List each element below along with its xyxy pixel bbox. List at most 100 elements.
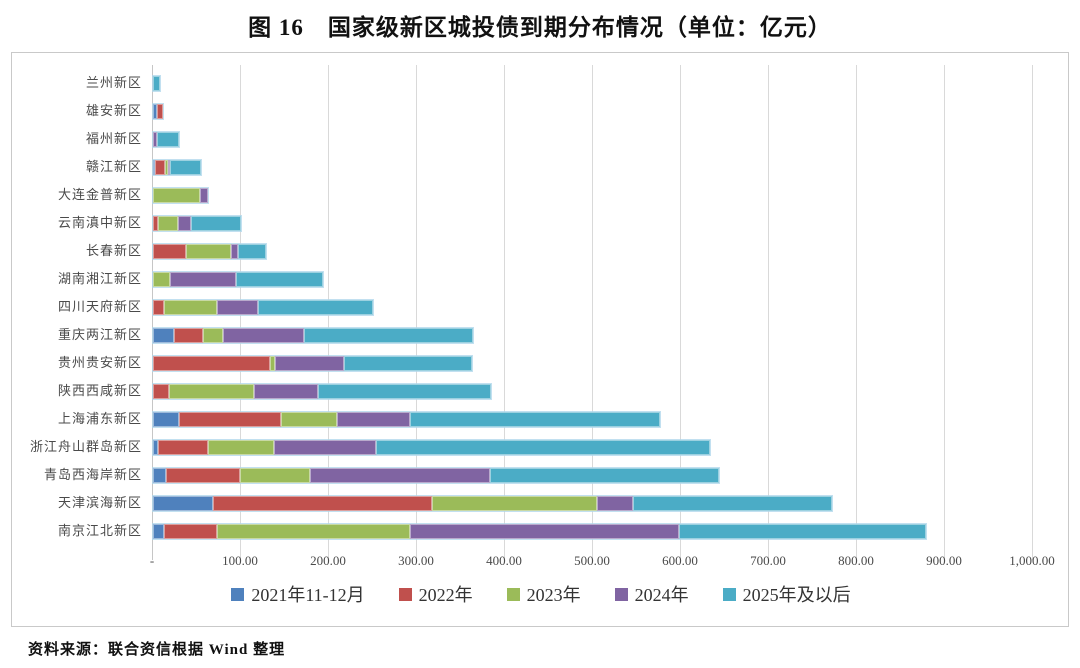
- category-label: 南京江北新区: [57, 523, 142, 538]
- legend-swatch-icon: [398, 587, 412, 601]
- legend-item: 2025年及以后: [722, 581, 851, 607]
- bar-row: 重庆两江新区: [58, 321, 1032, 349]
- plot-area: 兰州新区 雄安新区 福州新区 赣江新区 大连金普新区 云南滇中新区 长春新区 湖南湘江新区 四川…: [30, 65, 1033, 560]
- bar-row: 浙江舟山群岛新区: [30, 433, 1032, 461]
- category-label: 湖南湘江新区: [57, 271, 142, 286]
- bar-segment: [153, 384, 169, 399]
- bar-segment: [217, 524, 410, 539]
- bar-row: 天津滨海新区: [58, 489, 1032, 517]
- stacked-bar: [151, 75, 162, 92]
- x-tick-label: 1,000.00: [1009, 553, 1055, 568]
- gridline: [592, 65, 593, 560]
- bar-segment: [409, 524, 680, 539]
- category-label: 大连金普新区: [57, 187, 142, 202]
- bar-row: 青岛西海岸新区: [44, 461, 1032, 489]
- bar-segment: [207, 440, 274, 455]
- bar-segment: [153, 244, 187, 259]
- bar-segment: [153, 496, 213, 511]
- x-tick-label: 700.00: [750, 553, 786, 568]
- bar-segment: [304, 328, 474, 343]
- bar-segment: [153, 160, 155, 175]
- bar-segment: [257, 300, 373, 315]
- gridline: [768, 65, 769, 560]
- bar-segment: [153, 272, 170, 287]
- legend-label: 2021年11-12月: [251, 585, 365, 605]
- bar-segment: [153, 76, 161, 91]
- stacked-bar: [152, 439, 711, 456]
- bar-row: 上海浦东新区: [58, 405, 1032, 433]
- gridline: [680, 65, 681, 560]
- legend-item: 2024年: [614, 581, 689, 607]
- stacked-bar: [151, 327, 475, 344]
- legend-item: 2022年: [398, 581, 473, 607]
- bar-segment: [431, 496, 598, 511]
- stacked-bar: [151, 355, 474, 372]
- bar-segment: [158, 216, 178, 231]
- chart-area: 兰州新区 雄安新区 福州新区 赣江新区 大连金普新区 云南滇中新区 长春新区 湖南湘江新区 四川…: [11, 52, 1069, 627]
- bar-segment: [270, 356, 276, 371]
- category-label: 青岛西海岸新区: [43, 467, 142, 482]
- bar-segment: [157, 132, 180, 147]
- legend-label: 2024年: [634, 585, 689, 605]
- stacked-bar: [151, 159, 203, 176]
- bar-segment: [169, 160, 202, 175]
- bar-segment: [157, 104, 163, 119]
- bar-segment: [165, 160, 168, 175]
- bar-segment: [275, 356, 344, 371]
- legend-swatch-icon: [614, 587, 628, 601]
- bar-row: 陕西西咸新区: [58, 377, 1032, 405]
- legend-swatch-icon: [506, 587, 520, 601]
- bar-segment: [154, 160, 166, 175]
- bar-segment: [179, 412, 281, 427]
- bar-row: 四川天府新区: [58, 293, 1032, 321]
- bar-segment: [679, 524, 926, 539]
- bar-segment: [280, 412, 337, 427]
- bar-segment: [343, 356, 473, 371]
- category-label: 天津滨海新区: [57, 495, 142, 510]
- bar-segment: [153, 356, 271, 371]
- legend-label: 2022年: [418, 585, 473, 605]
- bar-segment: [153, 412, 180, 427]
- x-axis: - 100.00 200.00 300.00 400.00 500.00 600.00 700…: [149, 553, 1055, 573]
- category-label: 赣江新区: [85, 159, 142, 174]
- category-label: 云南滇中新区: [57, 215, 142, 230]
- bar-segment: [310, 468, 490, 483]
- gridline: [416, 65, 417, 560]
- bar-segment: [632, 496, 833, 511]
- x-tick-label: -: [149, 553, 155, 568]
- legend-label: 2025年及以后: [742, 585, 851, 605]
- bar-row: 赣江新区: [86, 153, 1032, 181]
- stacked-bar: [152, 383, 492, 400]
- bar-row: 湖南湘江新区: [58, 265, 1032, 293]
- bar-segment: [240, 468, 311, 483]
- bar-row: 贵州贵安新区: [58, 349, 1032, 377]
- bar-row: 大连金普新区: [58, 181, 1032, 209]
- stacked-bar: [152, 215, 242, 232]
- x-tick-label: 400.00: [486, 553, 522, 568]
- x-tick-label: 100.00: [222, 553, 258, 568]
- category-label: 陕西西咸新区: [57, 383, 142, 398]
- bar-segment: [169, 272, 236, 287]
- bar-segment: [166, 468, 241, 483]
- bar-segment: [186, 244, 232, 259]
- bar-segment: [153, 440, 159, 455]
- stacked-bar: [152, 103, 164, 120]
- category-label: 重庆两江新区: [57, 327, 142, 342]
- bar-row: 雄安新区: [86, 97, 1032, 125]
- bar-row: 兰州新区: [86, 69, 1032, 97]
- legend-label: 2023年: [526, 585, 581, 605]
- stacked-bar: [152, 411, 661, 428]
- legend-item: 2023年: [506, 581, 581, 607]
- bar-segment: [597, 496, 633, 511]
- category-label: 雄安新区: [85, 103, 142, 118]
- x-tick-label: 500.00: [574, 553, 610, 568]
- x-tick-label: 800.00: [838, 553, 874, 568]
- x-tick-label: 300.00: [398, 553, 434, 568]
- bar-segment: [190, 216, 241, 231]
- legend: 2021年11-12月 2022年 2023年 2024年 2025年及以后: [12, 581, 1070, 607]
- gridline: [944, 65, 945, 560]
- x-tick-label: 200.00: [310, 553, 346, 568]
- bar-segment: [217, 300, 258, 315]
- stacked-bar: [152, 243, 267, 260]
- stacked-bar: [152, 299, 374, 316]
